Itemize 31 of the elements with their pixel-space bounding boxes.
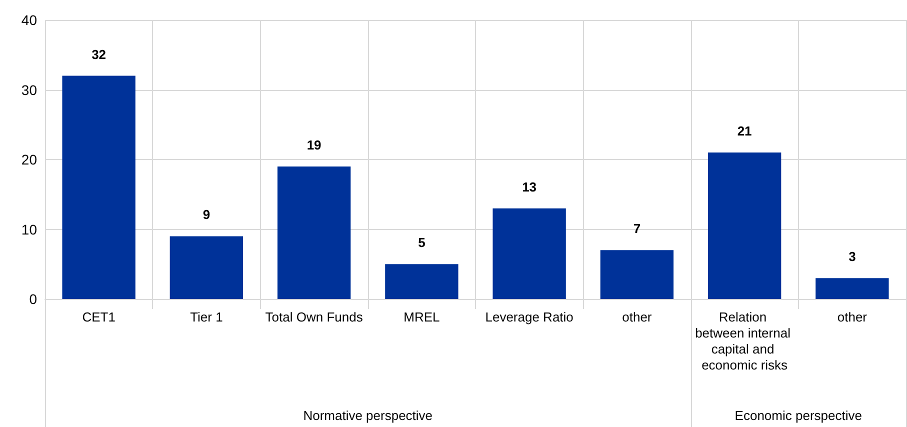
data-label: 32 (92, 46, 106, 62)
x-tick-label: other (837, 310, 868, 324)
bar (385, 264, 458, 299)
bar (170, 236, 244, 299)
y-tick-label: 0 (29, 291, 38, 307)
y-tick-label: 30 (21, 82, 38, 98)
bar (600, 250, 674, 299)
x-tick-label: Leverage Ratio (485, 310, 574, 324)
x-tick-label: Relation between internal capital and economic risks (695, 310, 794, 372)
bar (277, 166, 351, 299)
bar (62, 76, 136, 299)
y-tick-label: 20 (21, 152, 38, 168)
data-label: 9 (202, 207, 210, 222)
bar (492, 208, 566, 299)
data-label: 5 (418, 235, 426, 250)
x-tick-label: Total Own Funds (265, 310, 364, 324)
data-label: 19 (306, 137, 322, 152)
text: Economic perspective (734, 408, 862, 423)
text: Normative perspective (303, 408, 433, 423)
y-tick-label: 40 (21, 12, 38, 28)
x-tick-label: Tier 1 (190, 310, 223, 324)
x-tick-label: other (622, 310, 652, 324)
bar (816, 278, 889, 299)
data-label: 3 (848, 249, 856, 264)
data-label: 21 (737, 124, 752, 139)
data-label: 13 (522, 179, 537, 194)
bar (708, 152, 782, 299)
x-tick-label: CET1 (82, 310, 116, 324)
x-tick-label: MREL (404, 310, 440, 324)
y-tick-label: 10 (21, 221, 38, 238)
data-label: 7 (633, 221, 641, 236)
